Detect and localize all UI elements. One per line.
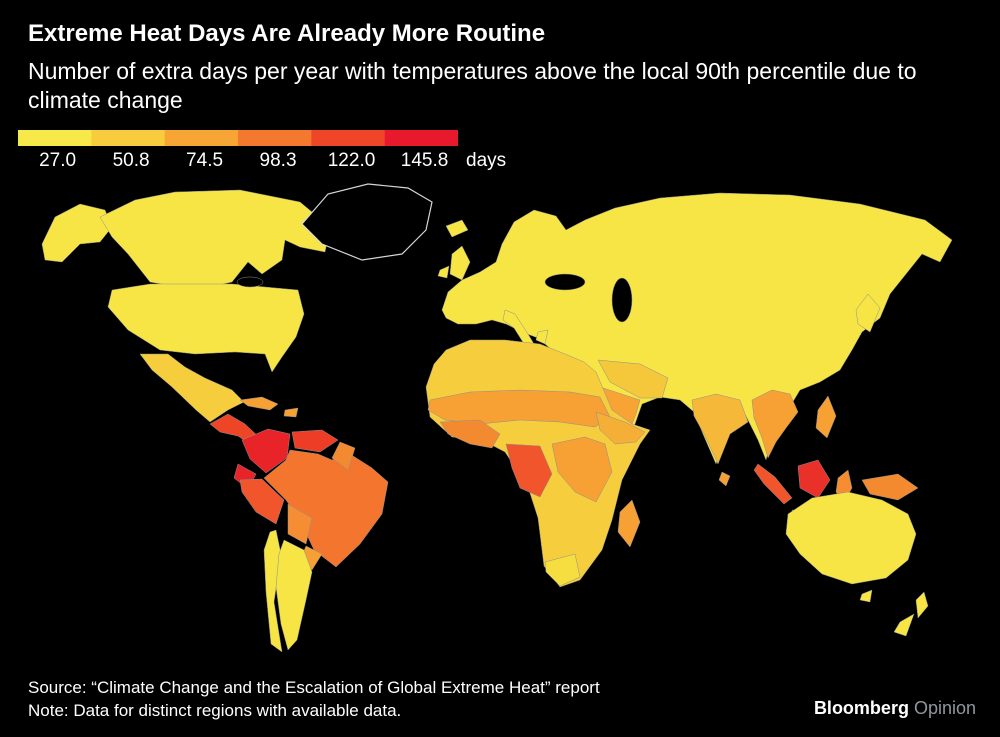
region-hispaniola [283, 407, 299, 418]
region-ireland [437, 265, 450, 279]
region-argentina [275, 539, 313, 651]
region-mexico [139, 353, 245, 423]
region-tasmania [859, 589, 873, 603]
world-map-container [0, 182, 1000, 652]
caspian-sea [611, 277, 633, 323]
legend-tick-6: 145.8 [400, 149, 449, 171]
region-japan [855, 293, 881, 333]
region-iran [597, 359, 669, 399]
bloomberg-opinion-logo: Bloomberg Opinion [814, 698, 976, 719]
legend-bin-5 [311, 129, 386, 146]
region-venezuela [291, 429, 339, 453]
source-line: Source: “Climate Change and the Escalati… [28, 678, 600, 698]
region-east-africa [551, 436, 613, 503]
region-usa [107, 283, 305, 373]
brand-opinion: Opinion [913, 698, 976, 718]
legend-bin-4 [238, 129, 312, 146]
region-se-asia [751, 389, 799, 459]
color-legend: 27.0 50.8 74.5 98.3 122.0 145.8 days [18, 129, 506, 174]
region-south-africa [544, 553, 581, 587]
legend-tick-3: 74.5 [186, 149, 224, 171]
legend-gradient-bar [18, 129, 458, 146]
great-lakes [236, 276, 264, 288]
legend-bin-3 [164, 129, 239, 146]
region-uk [449, 245, 471, 281]
legend-tick-labels: 27.0 50.8 74.5 98.3 122.0 145.8 days [18, 148, 506, 174]
region-cuba [239, 396, 279, 411]
legend-bin-2 [91, 129, 166, 146]
chart-title: Extreme Heat Days Are Already More Routi… [28, 20, 546, 47]
region-sahel [427, 389, 611, 428]
legend-tick-4: 98.3 [259, 149, 297, 171]
chart-header: Extreme Heat Days Are Already More Routi… [0, 0, 1000, 116]
legend-tick-5: 122.0 [327, 149, 376, 171]
region-new-guinea [861, 473, 919, 501]
chart-subtitle: Number of extra days per year with tempe… [28, 58, 917, 114]
region-sri-lanka [718, 471, 731, 487]
world-choropleth-map [41, 183, 953, 652]
region-madagascar [617, 499, 641, 548]
region-new-zealand-north [915, 591, 929, 619]
region-bolivia [287, 503, 313, 545]
black-sea [544, 273, 586, 291]
region-greece [535, 329, 549, 345]
region-peru [239, 478, 285, 525]
region-canada [99, 189, 331, 291]
region-central-africa [505, 443, 553, 498]
legend-unit-label: days [466, 149, 507, 171]
legend-tick-2: 50.8 [112, 149, 150, 171]
region-philippines [815, 395, 837, 439]
region-horn-of-africa [595, 411, 646, 445]
legend-tick-1: 27.0 [39, 149, 77, 171]
region-new-zealand-south [893, 613, 915, 637]
region-guyanas [331, 441, 356, 471]
region-australia [785, 491, 917, 585]
legend-bin-1 [18, 129, 92, 146]
region-sumatra [753, 463, 793, 505]
legend-bin-6 [384, 129, 458, 146]
region-alaska [41, 203, 113, 263]
note-line: Note: Data for distinct regions with ava… [28, 701, 402, 721]
region-iceland [445, 219, 469, 238]
region-borneo [797, 459, 831, 499]
region-colombia [241, 428, 291, 474]
region-india [691, 393, 749, 465]
footer-notes: Source: “Climate Change and the Escalati… [28, 677, 600, 723]
brand-bloomberg: Bloomberg [813, 698, 909, 718]
region-greenland [301, 183, 433, 261]
region-west-africa [439, 419, 501, 449]
